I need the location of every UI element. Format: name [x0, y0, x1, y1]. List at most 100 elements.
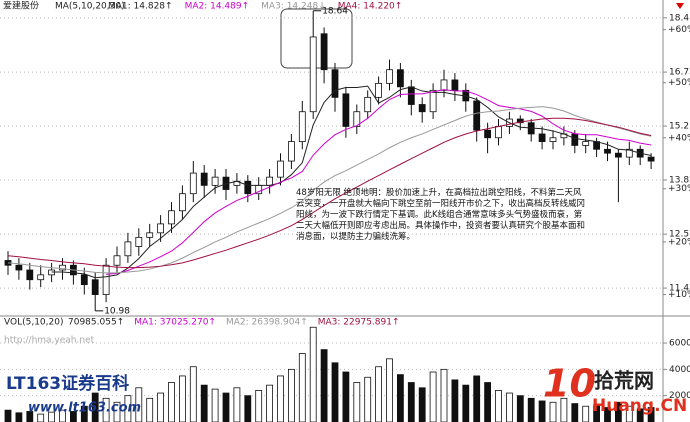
candle-body — [331, 69, 339, 98]
candle-body — [342, 93, 350, 127]
volume-bar — [255, 390, 263, 422]
ma-line — [51, 85, 652, 279]
candle-body — [516, 118, 524, 124]
candle-body — [146, 232, 154, 238]
y-tick-label: 13.83 — [669, 176, 690, 186]
volume-bar — [473, 375, 481, 422]
candle-body — [309, 36, 317, 113]
volume-bar — [124, 395, 132, 422]
volume-bar — [146, 397, 154, 422]
candle-body — [287, 141, 295, 162]
candle-body — [473, 100, 481, 131]
volume-bar — [527, 397, 535, 422]
y-tick-label: 11.43 — [669, 284, 690, 294]
candle-body — [364, 96, 372, 113]
volume-bar — [70, 411, 77, 422]
candle-body — [549, 137, 557, 142]
volume-bar — [636, 408, 644, 422]
volume-bar — [59, 409, 66, 422]
candle-body — [15, 264, 23, 271]
volume-bar — [320, 349, 328, 422]
watermark-logo-right: 拾荒网 — [594, 369, 654, 393]
ma-line — [7, 106, 652, 274]
volume-bar — [102, 397, 110, 422]
y-tick-label: 12.57 — [669, 230, 690, 240]
stock-name: 爱建股份 — [3, 0, 39, 12]
candle-body — [625, 148, 633, 158]
volume-bar — [353, 382, 361, 422]
volume-bar — [386, 358, 393, 422]
watermark-url-left: www.lt163.com — [28, 401, 141, 416]
candle-body — [320, 33, 328, 71]
volume-bar — [178, 375, 186, 422]
watermark-logo-num: 10 — [543, 362, 596, 406]
candle-body — [495, 126, 502, 139]
volume-bar — [298, 353, 306, 422]
volume-bar — [277, 375, 284, 422]
volume-legend-entry: 70985.055↑ — [68, 318, 124, 328]
marker — [676, 3, 684, 9]
candle-body — [178, 193, 186, 212]
volume-legend-entry: MA1: 37025.270↑ — [134, 318, 216, 328]
volume-bar — [233, 387, 241, 422]
y2-tick-label: +50% — [668, 78, 690, 88]
volume-legend-entry: MA3: 22975.891↑ — [318, 318, 400, 328]
candle-body — [189, 172, 197, 195]
candle-body — [266, 176, 274, 186]
watermark-url-right: Huang.CN — [592, 396, 687, 416]
volume-bar — [516, 395, 524, 422]
watermark-site: http://hma.yeah.net — [4, 336, 95, 346]
volume-bar — [189, 366, 197, 422]
legend-entry: MA3: 14.248↓ — [261, 2, 326, 12]
candle-body — [211, 176, 219, 186]
y2-tick-label: +10% — [668, 290, 690, 300]
y2-tick-label: +60% — [668, 25, 690, 35]
volume-bar — [440, 368, 448, 422]
volume-bar — [418, 387, 426, 422]
indicator-label: MA(5,10,20,30) — [55, 2, 125, 12]
volume-bar — [462, 384, 470, 422]
volume-bar — [37, 413, 45, 422]
volume-bar — [80, 405, 88, 422]
candle-body — [26, 269, 34, 281]
legend-entry: MA2: 14.489↑ — [185, 2, 250, 12]
volume-tick-label: 60000 — [669, 339, 690, 349]
ma-line — [106, 89, 652, 275]
candle-body — [102, 264, 110, 295]
y2-tick-label: +20% — [668, 237, 690, 247]
volume-bar — [211, 388, 219, 422]
y-tick-label: 18.41 — [669, 13, 690, 23]
volume-bar — [342, 371, 350, 422]
volume-bar — [625, 405, 633, 422]
volume-bar — [560, 397, 568, 422]
volume-bar — [222, 392, 230, 422]
volume-bar — [571, 403, 579, 422]
candle-body — [571, 133, 579, 146]
candle-body — [59, 264, 66, 271]
candle-body — [418, 104, 426, 113]
volume-bar — [429, 371, 437, 422]
candle-body — [37, 274, 45, 281]
candle-body — [451, 79, 459, 91]
legend-entry: MA4: 14.220↑ — [338, 2, 403, 12]
candle-body — [353, 111, 361, 127]
peak-label: 18.64 — [322, 6, 348, 16]
candle-body — [604, 148, 611, 154]
volume-legend-entry: MA2: 26398.904↑ — [226, 318, 308, 328]
candle-body — [386, 69, 393, 84]
volume-bar — [364, 376, 372, 422]
candle-body — [244, 180, 252, 195]
volume-bar — [604, 407, 611, 422]
volume-bar — [200, 384, 208, 422]
candle-body — [593, 141, 600, 150]
candle-body — [168, 210, 175, 225]
volume-bar — [331, 362, 339, 422]
candle-body — [538, 133, 546, 142]
volume-bar — [287, 368, 295, 422]
candle-body — [615, 152, 622, 158]
volume-bar — [157, 392, 165, 422]
candle-body — [113, 255, 121, 266]
